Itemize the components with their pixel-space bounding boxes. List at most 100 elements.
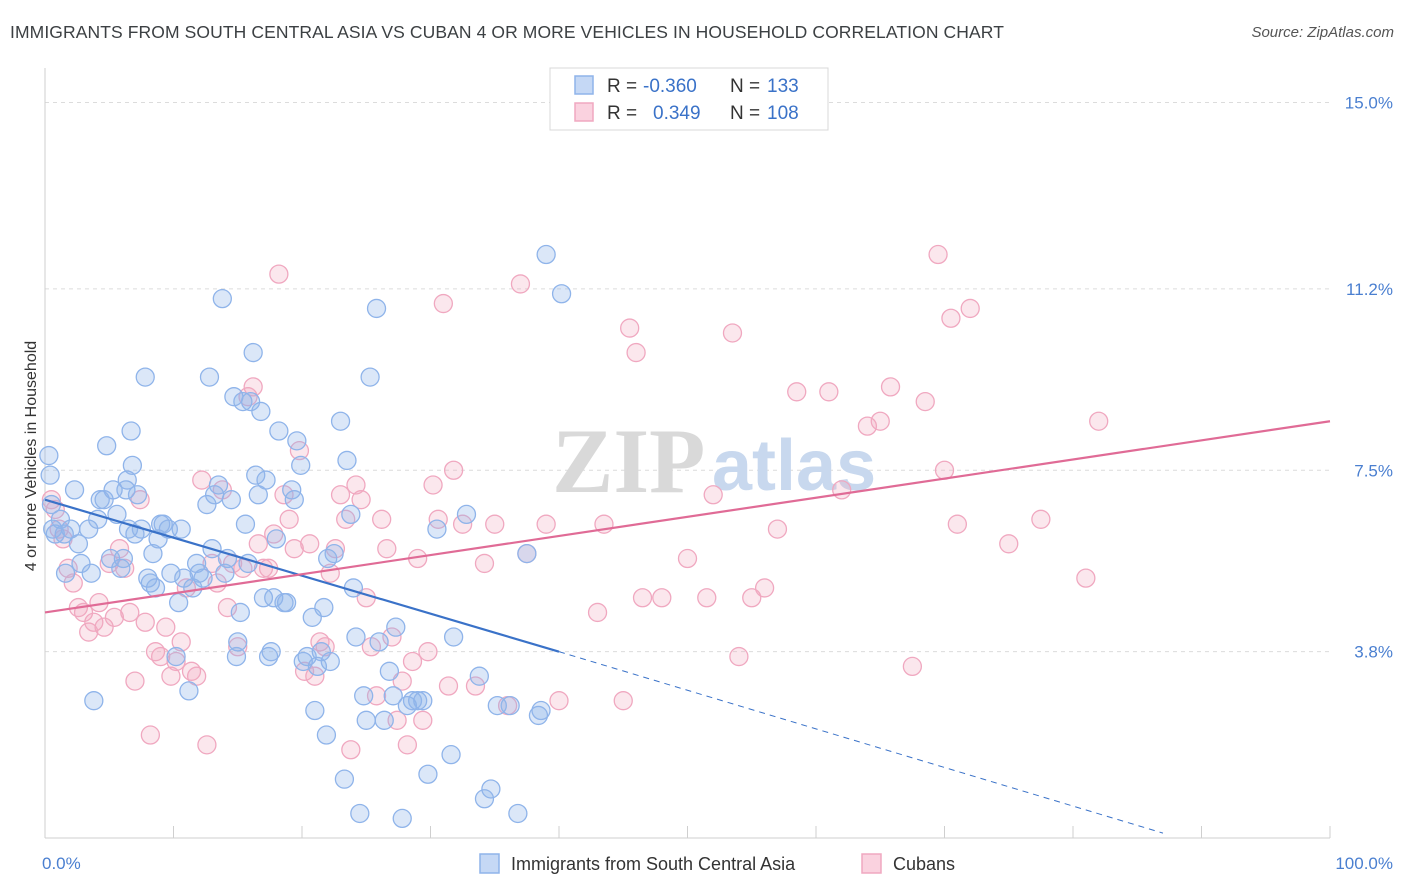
data-point-cubans [1089,411,1109,431]
data-point-south-central-asia [354,686,374,706]
watermark: ZIP atlas [552,410,876,512]
data-point-south-central-asia [350,803,370,824]
data-point-cubans [423,475,443,495]
data-point-south-central-asia [251,401,271,422]
data-point-south-central-asia [314,597,334,618]
data-point-cubans [587,602,608,623]
data-point-cubans [269,264,289,284]
data-point-south-central-asia [443,627,464,647]
data-point-south-central-asia [235,514,256,534]
data-point-south-central-asia [337,450,357,471]
data-point-south-central-asia [374,710,394,730]
data-point-south-central-asia [179,681,199,701]
y-tick-label: 11.2% [1346,280,1393,299]
data-point-cubans [960,298,980,319]
legend-swatch-blue [574,75,594,95]
data-point-south-central-asia [407,691,428,711]
data-point-cubans [402,651,423,672]
data-point-south-central-asia [346,627,366,647]
data-point-south-central-asia [64,480,85,500]
data-point-cubans [652,588,672,608]
data-point-cubans [372,509,392,529]
data-point-cubans [703,485,723,505]
legend-swatch-pink [574,102,594,122]
data-point-south-central-asia [481,779,501,799]
data-point-south-central-asia [40,465,60,485]
data-point-cubans [928,244,948,265]
data-point-cubans [300,534,320,554]
data-point-cubans [125,671,145,691]
data-point-cubans [433,293,454,314]
data-point-cubans [767,519,788,539]
data-point-south-central-asia [116,480,136,500]
data-point-south-central-asia [316,725,337,745]
data-point-cubans [626,342,646,363]
data-point-cubans [243,377,263,397]
data-point-cubans [1031,509,1051,529]
legend-r-value-blue: -0.360 [643,76,697,97]
data-point-south-central-asia [334,769,355,789]
data-point-cubans [135,612,155,632]
data-point-cubans [510,274,531,294]
data-point-south-central-asia [230,602,250,623]
data-point-cubans [742,588,762,608]
data-point-cubans [197,735,217,755]
data-point-south-central-asia [240,391,261,412]
data-point-south-central-asia [68,534,89,554]
x-tick-label-min: 0.0% [42,854,81,873]
data-point-cubans [171,632,191,652]
data-point-south-central-asia [360,367,380,387]
data-point-cubans [202,553,222,574]
legend-n-label-blue: N = [730,76,760,97]
data-point-cubans [140,725,161,745]
data-point-south-central-asia [269,421,289,441]
data-point-south-central-asia [121,421,141,441]
data-point-cubans [79,622,99,642]
data-point-south-central-asia [135,367,155,387]
data-point-south-central-asia [392,808,412,829]
data-point-south-central-asia [531,700,551,721]
data-point-south-central-asia [324,543,344,564]
data-point-cubans [536,514,556,534]
data-point-south-central-asia [402,691,423,711]
data-point-cubans [341,740,361,760]
legend-n-value-pink: 108 [767,103,799,124]
data-point-cubans [330,485,351,505]
data-point-south-central-asia [166,646,186,667]
data-point-south-central-asia [221,490,241,510]
data-point-cubans [284,539,304,559]
chart-title: IMMIGRANTS FROM SOUTH CENTRAL ASIA VS CU… [10,22,1004,42]
data-point-cubans [729,646,749,667]
legend-n-value-blue: 133 [767,76,799,97]
bottom-legend-swatch-blue [479,853,500,874]
data-point-south-central-asia [193,568,213,588]
data-point-cubans [120,602,140,623]
data-point-cubans [632,588,653,608]
data-point-cubans [41,490,62,510]
data-point-cubans [1076,568,1096,588]
data-point-south-central-asia [197,494,217,515]
data-point-south-central-asia [441,744,461,765]
data-point-south-central-asia [253,588,274,608]
data-point-cubans [677,548,698,569]
data-point-south-central-asia [500,695,520,716]
data-point-south-central-asia [508,803,528,824]
data-point-south-central-asia [143,543,163,564]
data-point-cubans [156,617,176,637]
data-point-south-central-asia [233,391,253,412]
data-point-cubans [397,735,418,755]
data-point-south-central-asia [284,490,304,510]
trend-line-cubans [44,420,1331,614]
data-point-south-central-asia [117,470,137,490]
data-point-cubans [465,676,486,696]
data-point-cubans [999,534,1019,554]
legend-r-label-pink: R = [607,103,637,124]
data-point-cubans [549,691,569,711]
data-point-cubans [392,671,412,691]
data-point-south-central-asia [427,519,447,539]
y-axis-title: 4 or more Vehicles in Household [23,341,40,571]
data-point-cubans [192,470,212,490]
data-point-south-central-asia [212,288,232,309]
data-point-south-central-asia [469,666,489,686]
data-point-cubans [613,691,633,711]
